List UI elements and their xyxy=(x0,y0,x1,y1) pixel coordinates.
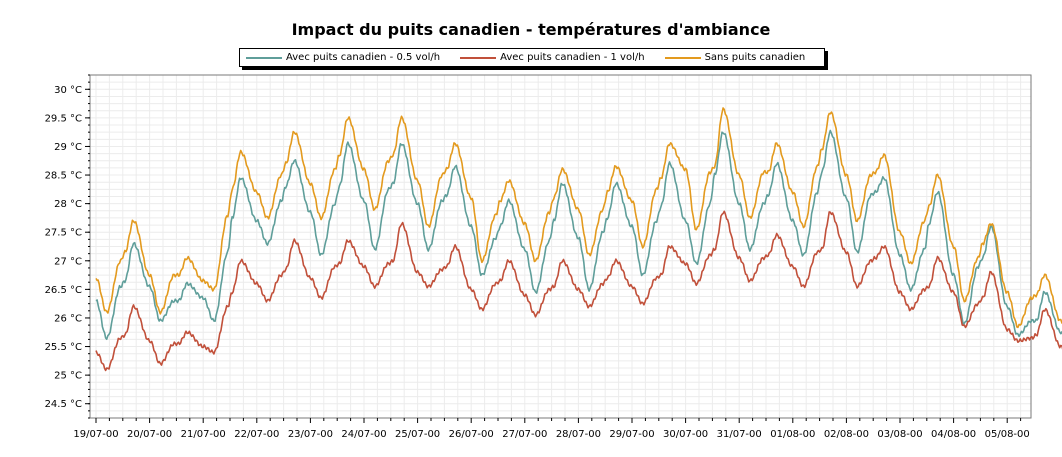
legend-label-series-2: Avec puits canadien - 1 vol/h xyxy=(500,52,645,63)
y-tick-label: 30 °C xyxy=(54,85,82,96)
legend-label-series-3: Sans puits canadien xyxy=(704,52,806,63)
x-tick-label: 29/07-00 xyxy=(609,429,654,440)
y-tick-label: 27 °C xyxy=(54,256,82,267)
series-lines xyxy=(95,107,1062,372)
x-tick-label: 20/07-00 xyxy=(127,429,172,440)
x-tick-label: 24/07-00 xyxy=(341,429,386,440)
legend-label-series-1: Avec puits canadien - 0.5 vol/h xyxy=(286,52,441,63)
x-tick-label: 19/07-00 xyxy=(73,429,118,440)
y-tick-label: 28.5 °C xyxy=(45,171,82,182)
legend: Avec puits canadien - 0.5 vol/h Avec pui… xyxy=(239,48,825,67)
series-line-3 xyxy=(95,107,1062,329)
x-tick-label: 28/07-00 xyxy=(556,429,601,440)
y-tick-label: 26.5 °C xyxy=(45,285,82,296)
legend-swatch-series-1 xyxy=(246,56,282,59)
y-tick-label: 29 °C xyxy=(54,142,82,153)
y-tick-label: 28 °C xyxy=(54,199,82,210)
x-tick-label: 05/08-00 xyxy=(985,429,1030,440)
x-tick-label: 01/08-00 xyxy=(770,429,815,440)
y-tick-label: 29.5 °C xyxy=(45,113,82,124)
chart-title: Impact du puits canadien - températures … xyxy=(291,20,771,39)
x-tick-label: 04/08-00 xyxy=(931,429,976,440)
legend-swatch-series-3 xyxy=(664,56,701,59)
series-line-2 xyxy=(95,210,1062,372)
x-tick-label: 25/07-00 xyxy=(395,429,440,440)
axes: 30 °C 29.5 °C 29 °C 28.5 °C 28 °C 27.5 °C 27 °… xyxy=(45,74,1032,440)
legend-swatch-series-2 xyxy=(460,56,497,59)
x-tick-label: 02/08-00 xyxy=(824,429,869,440)
y-tick-label: 25 °C xyxy=(54,371,82,382)
x-tick-label: 30/07-00 xyxy=(663,429,708,440)
x-tick-label: 27/07-00 xyxy=(502,429,547,440)
grid xyxy=(90,74,1031,419)
x-tick-label: 21/07-00 xyxy=(181,429,226,440)
legend-item-series-1: Avec puits canadien - 0.5 vol/h xyxy=(246,52,440,63)
y-tick-label: 24.5 °C xyxy=(45,399,82,410)
x-tick-label: 31/07-00 xyxy=(717,429,762,440)
x-tick-label: 26/07-00 xyxy=(449,429,494,440)
series-line-1 xyxy=(95,129,1062,341)
legend-item-series-2: Avec puits canadien - 1 vol/h xyxy=(460,52,645,63)
x-tick-label: 03/08-00 xyxy=(877,429,922,440)
x-tick-label: 22/07-00 xyxy=(234,429,279,440)
y-tick-label: 26 °C xyxy=(54,313,82,324)
legend-item-series-3: Sans puits canadien xyxy=(664,52,806,63)
x-tick-label: 23/07-00 xyxy=(288,429,333,440)
y-tick-label: 25.5 °C xyxy=(45,342,82,353)
y-tick-label: 27.5 °C xyxy=(45,228,82,239)
